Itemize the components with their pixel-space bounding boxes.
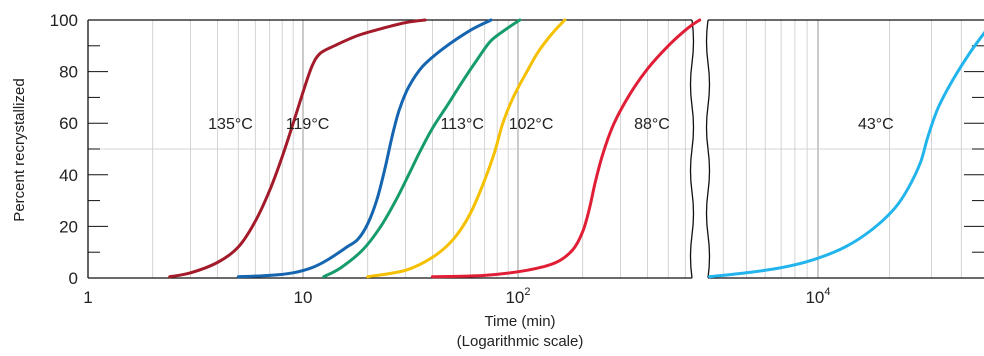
series-label: 119°C — [286, 116, 329, 133]
y-tick-label: 0 — [69, 269, 78, 288]
y-tick-label: 100 — [50, 11, 78, 30]
axis-break-left — [689, 19, 695, 279]
series-label: 88°C — [634, 116, 670, 133]
y-axis-label: Percent recrystallized — [11, 78, 28, 221]
x-tick-label: 104 — [805, 286, 830, 307]
y-tick-label: 20 — [59, 217, 78, 236]
y-tick-label: 80 — [59, 63, 78, 82]
series-line — [430, 18, 702, 279]
series-line — [708, 30, 984, 279]
series-layer — [168, 18, 984, 279]
x-axis-note: (Logarithmic scale) — [457, 333, 584, 350]
y-tick-label: 60 — [59, 114, 78, 133]
series-label: 113°C — [440, 116, 483, 133]
y-tick-label: 40 — [59, 166, 78, 185]
labels-layer: 0 20 40 60 80 100 1 10 102 104 135°C 119°C 113°C 102°… — [50, 11, 894, 307]
axis-break-right — [705, 19, 711, 279]
grid-layer — [88, 20, 984, 278]
axes-layer — [87, 19, 984, 279]
series-line — [366, 18, 567, 279]
series-label: 102°C — [509, 116, 554, 133]
series-line — [168, 18, 427, 279]
series-line — [236, 18, 493, 279]
series-line — [322, 18, 522, 279]
x-tick-label: 102 — [505, 286, 530, 307]
x-tick-label: 1 — [83, 288, 92, 307]
x-tick-label: 10 — [294, 288, 313, 307]
x-axis-label: Time (min) — [484, 313, 555, 330]
series-label: 43°C — [858, 116, 894, 133]
series-label: 135°C — [208, 116, 253, 133]
